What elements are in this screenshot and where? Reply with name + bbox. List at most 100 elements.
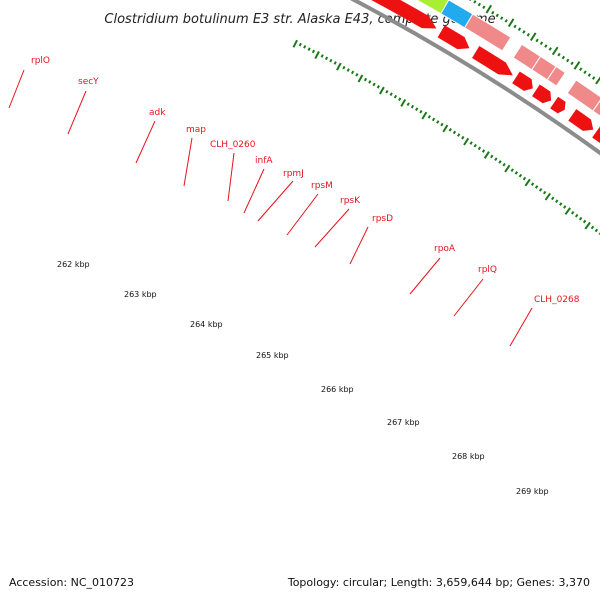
gene-label-map[interactable]: map — [186, 125, 206, 135]
feature-bar-rpsM[interactable] — [566, 79, 600, 112]
tick-inner — [379, 86, 385, 95]
cds-arrow-5[interactable] — [512, 71, 533, 91]
leader-line-13 — [509, 307, 533, 347]
tick-inner — [398, 97, 402, 101]
feature-bar-rpmJ[interactable] — [546, 65, 567, 87]
tick-outer — [529, 32, 537, 42]
gene-label-rplQ[interactable]: rplQ — [478, 265, 497, 275]
leader-line-2 — [67, 90, 87, 135]
gene-label-rpoA[interactable]: rpoA — [434, 244, 456, 254]
tick-inner — [419, 109, 423, 114]
tick-inner — [510, 168, 514, 172]
tick-outer — [522, 30, 526, 34]
tick-inner — [578, 216, 583, 221]
tick-inner — [481, 149, 486, 153]
tick-inner — [534, 185, 539, 189]
gene-label-rpsK[interactable]: rpsK — [340, 196, 361, 206]
kbp-label-268: 268 kbp — [452, 452, 485, 461]
gene-label-rpmJ[interactable]: rpmJ — [283, 169, 304, 179]
gene-label-CLH_0268[interactable]: CLH_0268 — [534, 295, 580, 305]
gene-label-secY[interactable]: secY — [78, 77, 99, 87]
feature-bar-rpsK[interactable] — [592, 98, 600, 129]
tick-outer — [595, 76, 600, 85]
leader-line-11 — [409, 257, 441, 295]
tick-outer — [513, 24, 517, 29]
tick-outer — [500, 16, 504, 20]
kbp-labels: 262 kbp 263 kbp 264 kbp 265 kbp 266 kbp … — [57, 260, 549, 496]
tick-inner — [355, 72, 359, 77]
tick-inner — [415, 107, 419, 112]
gene-label-infA[interactable]: infA — [255, 156, 273, 166]
tick-inner — [461, 135, 465, 140]
tick-outer — [526, 32, 530, 37]
cds-arrow-2[interactable] — [369, 0, 437, 29]
cds-arrow-4[interactable] — [472, 46, 513, 76]
tick-inner — [502, 162, 506, 167]
cds-arrow-6[interactable] — [532, 84, 552, 104]
tick-inner — [555, 199, 559, 204]
tick-inner — [406, 102, 410, 106]
tick-inner — [442, 124, 449, 133]
cds-arrow-3[interactable] — [437, 25, 470, 50]
tick-inner — [564, 207, 571, 215]
tick-inner — [368, 80, 372, 84]
tick-inner — [494, 157, 498, 161]
tick-inner — [570, 210, 575, 215]
cds-arrow-9[interactable] — [592, 126, 600, 149]
leader-line-1 — [8, 69, 25, 109]
cds-arrow-7[interactable] — [550, 96, 566, 114]
tick-inner — [574, 213, 579, 218]
tick-inner — [473, 143, 477, 148]
kbp-label-269: 269 kbp — [516, 487, 549, 496]
gene-feature-track — [415, 0, 600, 129]
tick-outer — [485, 4, 493, 14]
tick-outer — [551, 46, 559, 56]
gene-label-rplO[interactable]: rplO — [31, 56, 50, 66]
tick-outer — [507, 18, 515, 28]
tick-outer — [570, 61, 574, 66]
tick-inner — [372, 82, 376, 87]
gene-label-leaders — [8, 69, 533, 347]
gene-label-adk[interactable]: adk — [149, 108, 166, 118]
kbp-label-264: 264 kbp — [190, 320, 223, 329]
tick-inner — [457, 133, 461, 137]
kbp-label-265: 265 kbp — [256, 351, 289, 360]
tick-outer — [579, 67, 583, 72]
tick-inner — [477, 146, 482, 151]
tick-inner — [551, 196, 555, 201]
tick-inner — [594, 228, 599, 233]
tick-inner — [410, 104, 415, 109]
tick-inner — [563, 205, 567, 209]
tick-inner — [292, 39, 298, 48]
tick-inner — [376, 85, 380, 89]
tick-inner — [490, 154, 494, 159]
kbp-label-263: 263 kbp — [124, 290, 157, 299]
tick-inner — [530, 182, 535, 186]
tick-outer — [573, 61, 581, 70]
tick-outer — [491, 10, 495, 15]
map-title: Clostridium botulinum E3 str. Alaska E43… — [104, 12, 495, 27]
tick-inner — [584, 221, 591, 230]
tick-inner — [538, 187, 543, 192]
tick-inner — [498, 160, 502, 164]
tick-inner — [342, 65, 346, 70]
gene-label-rpsM[interactable]: rpsM — [311, 181, 333, 191]
tick-inner — [544, 192, 551, 201]
tick-outer — [591, 76, 596, 80]
cds-arrow-8[interactable] — [568, 109, 594, 131]
gene-label-CLH_0260[interactable]: CLH_0260 — [210, 140, 256, 150]
tick-outer — [517, 27, 522, 31]
tick-inner — [324, 56, 329, 61]
gene-label-rpsD[interactable]: rpsD — [372, 214, 393, 224]
feature-bar-map[interactable] — [463, 13, 512, 52]
tick-inner — [333, 61, 337, 65]
tick-outer — [504, 19, 508, 23]
leader-line-3 — [135, 120, 156, 164]
tick-marks-outer — [464, 0, 600, 85]
tick-outer — [544, 44, 548, 48]
tick-inner — [522, 176, 527, 181]
leader-line-7 — [257, 180, 294, 222]
tick-inner — [357, 74, 364, 83]
tick-outer — [495, 13, 499, 18]
